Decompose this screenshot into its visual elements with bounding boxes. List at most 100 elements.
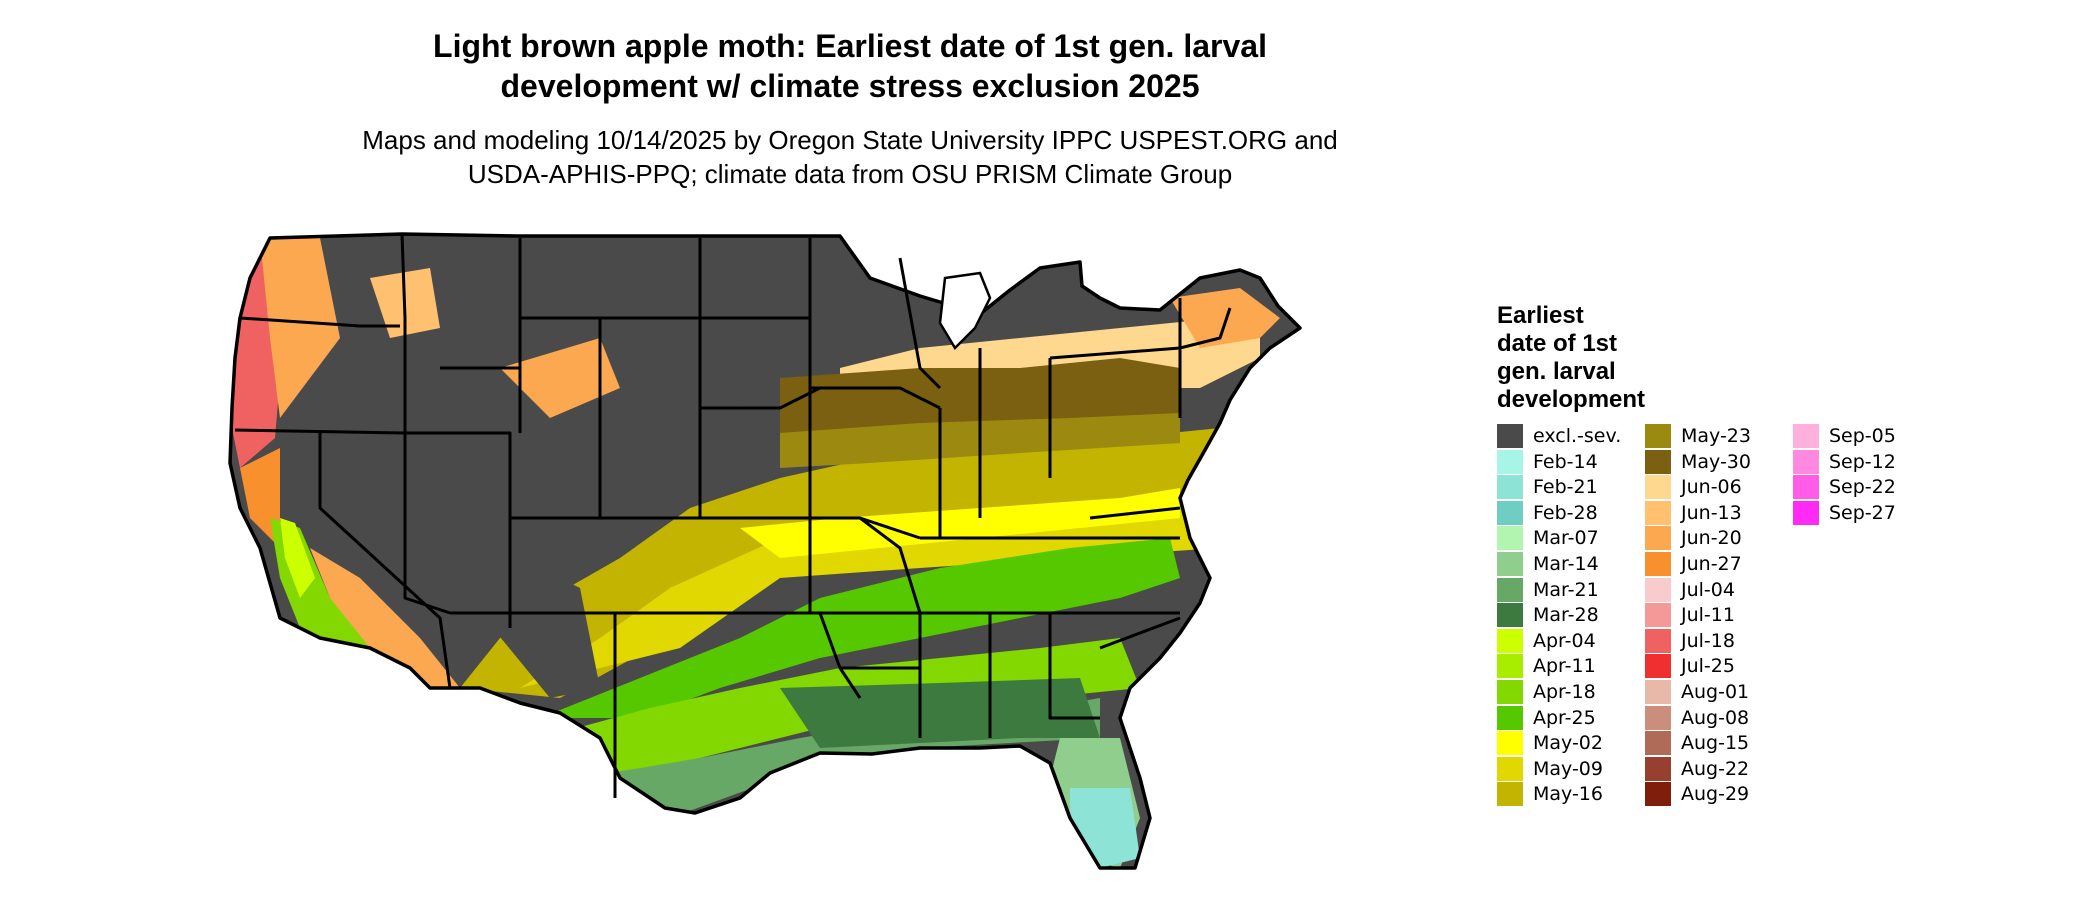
legend-swatch <box>1497 756 1523 781</box>
legend-item: excl.-sev. <box>1497 424 1621 448</box>
legend-label: Apr-25 <box>1533 706 1596 729</box>
legend-swatch <box>1497 654 1523 679</box>
legend-label: May-30 <box>1681 450 1751 473</box>
legend-swatch <box>1645 500 1671 525</box>
legend-item: Sep-22 <box>1793 475 1896 500</box>
legend-item: Aug-15 <box>1645 731 1750 756</box>
legend-swatch <box>1497 449 1523 474</box>
legend-label: Jul-04 <box>1681 578 1735 601</box>
legend-item: Mar-14 <box>1497 552 1599 576</box>
legend-label: Aug-15 <box>1681 732 1750 755</box>
boundary-al-ga-fl <box>1048 613 1100 720</box>
map-subtitle-line-2: USDA-APHIS-PPQ; climate data from OSU PR… <box>467 159 1233 189</box>
legend-label: Jun-20 <box>1681 527 1742 550</box>
boundary-ok-tx <box>615 611 862 699</box>
legend-label: Sep-12 <box>1829 450 1896 473</box>
legend-swatch <box>1793 449 1819 474</box>
northern-california-coast-zone <box>240 448 280 548</box>
legend-label: May-02 <box>1533 732 1603 755</box>
may-09-belt <box>520 498 1220 688</box>
legend-item: Jul-11 <box>1645 603 1735 628</box>
legend-label: Feb-21 <box>1533 476 1598 499</box>
legend-label: Mar-21 <box>1533 578 1599 601</box>
legend-item: Apr-11 <box>1497 654 1596 679</box>
south-florida-zone <box>1070 788 1140 868</box>
legend-item: May-23 <box>1645 424 1751 448</box>
boundary-ar-la <box>840 666 922 738</box>
map-subtitle: Maps and modeling 10/14/2025 by Oregon S… <box>240 123 1460 191</box>
legend-item: May-30 <box>1645 449 1751 474</box>
boundary-wi-mi <box>898 257 942 390</box>
legend-item: Mar-07 <box>1497 526 1599 551</box>
state-boundaries <box>234 233 1232 798</box>
apr-25-belt <box>540 538 1180 718</box>
legend-item: Jul-18 <box>1645 628 1735 653</box>
legend-label: Aug-01 <box>1681 681 1750 703</box>
southwest-excluded-area <box>460 558 600 698</box>
legend-item: Aug-08 <box>1645 705 1750 730</box>
legend-label: Apr-18 <box>1533 681 1596 703</box>
legend-label: May-09 <box>1533 757 1603 780</box>
great-basin-patch <box>500 338 620 418</box>
boundary-va-nc <box>1089 506 1181 520</box>
legend-swatch <box>1497 731 1523 756</box>
legend-label: Sep-27 <box>1829 501 1896 524</box>
legend-item: Sep-12 <box>1793 449 1896 474</box>
boundary-new-england <box>1178 298 1232 350</box>
legend-label: Jun-13 <box>1681 501 1742 524</box>
legend-item: Sep-27 <box>1793 500 1896 525</box>
legend-label: May-16 <box>1533 783 1603 806</box>
legend-item: Apr-25 <box>1497 705 1596 730</box>
legend-swatch <box>1497 577 1523 602</box>
legend-swatch <box>1645 603 1671 628</box>
legend-item: Jun-27 <box>1645 552 1742 576</box>
legend-label: Aug-08 <box>1681 706 1750 729</box>
legend-swatch <box>1497 526 1523 551</box>
legend-swatch <box>1497 782 1523 807</box>
legend-item: Jun-13 <box>1645 500 1742 525</box>
legend-swatch <box>1645 552 1671 576</box>
legend-swatch <box>1645 424 1671 448</box>
legend-swatch <box>1645 628 1671 653</box>
legend-item: Sep-05 <box>1793 424 1896 448</box>
california-valley-zone <box>280 518 315 598</box>
legend-swatch <box>1497 552 1523 576</box>
boundary-wa-or <box>239 316 400 328</box>
legend-item: Apr-18 <box>1497 680 1596 704</box>
country-outline <box>228 232 1302 870</box>
legend-label: Apr-04 <box>1533 629 1596 652</box>
map-title: Light brown apple moth: Earliest date of… <box>300 26 1400 106</box>
legend-swatch <box>1645 577 1671 602</box>
legend-item: Aug-01 <box>1645 680 1749 704</box>
mar-28-gulf-zone <box>780 678 1100 748</box>
legend-swatch <box>1497 500 1523 525</box>
legend-swatch <box>1497 475 1523 500</box>
legend-swatch <box>1793 424 1819 448</box>
boundary-ut-wy <box>405 431 600 520</box>
legend-title-line-1: Earliest <box>1497 302 1584 329</box>
boundary-ia-mo <box>810 386 941 410</box>
legend-title-line-3: gen. larval <box>1497 358 1616 385</box>
legend-label: Mar-14 <box>1533 553 1599 575</box>
legend-swatch <box>1497 603 1523 628</box>
legend-swatch <box>1497 705 1523 730</box>
legend-label: Jun-27 <box>1681 553 1742 575</box>
legend-item: Aug-22 <box>1645 756 1750 781</box>
legend-swatch <box>1497 628 1523 653</box>
legend-label: Aug-29 <box>1681 783 1750 806</box>
legend-label: Jul-18 <box>1681 629 1735 652</box>
legend-title: Earliest date of 1st gen. larval develop… <box>1497 302 1717 414</box>
legend-label: Aug-22 <box>1681 757 1750 780</box>
legend-item: Mar-21 <box>1497 577 1599 602</box>
legend-item: Aug-29 <box>1645 782 1750 807</box>
legend-label: Feb-28 <box>1533 501 1598 524</box>
legend-item: May-16 <box>1497 782 1603 807</box>
california-foothills-zone <box>310 548 460 688</box>
legend-label: Sep-05 <box>1829 425 1896 447</box>
new-england-coast-zone <box>1170 288 1280 348</box>
legend-item: Feb-28 <box>1497 500 1598 525</box>
legend-swatch <box>1645 705 1671 730</box>
legend-item: Jun-20 <box>1645 526 1742 551</box>
map-title-line-1: Light brown apple moth: Earliest date of… <box>433 28 1267 64</box>
legend-swatch <box>1645 449 1671 474</box>
